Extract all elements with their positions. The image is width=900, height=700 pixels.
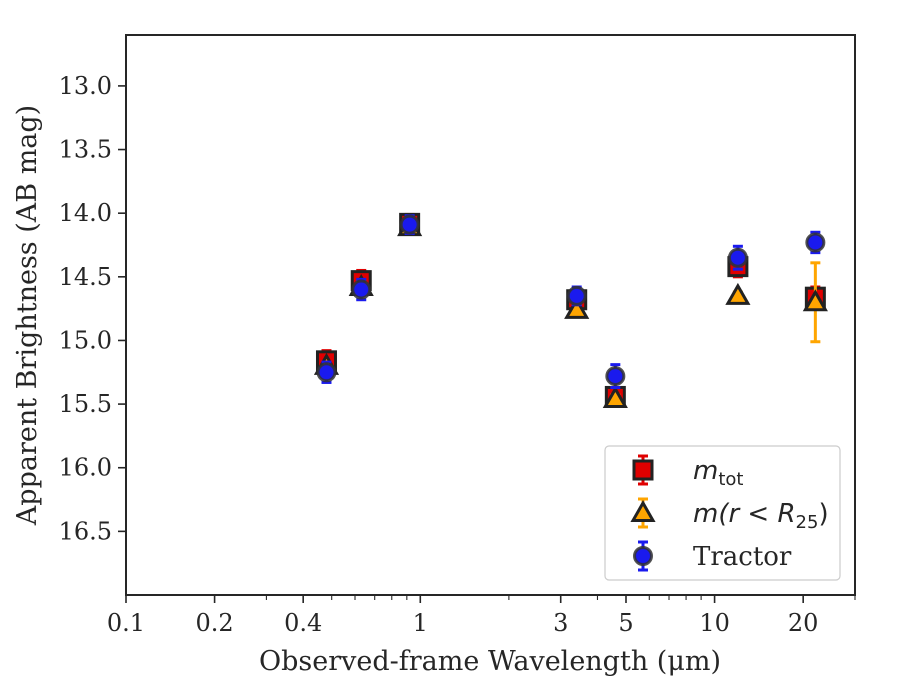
x-tick-label: 20 (788, 609, 819, 637)
legend-label: mtot (693, 456, 743, 490)
axes: 0.1 0.2 0.4 1 3 5 10 20 13.0 13.5 14.0 14.5 15.0 15.5… (59, 34, 856, 637)
series-circle (316, 214, 826, 390)
plot-area (313, 212, 828, 408)
y-tick-label: 13.0 (59, 72, 112, 100)
y-tick-label: 14.0 (59, 199, 112, 227)
y-tick-label: 15.5 (59, 390, 112, 418)
y-axis-label: Apparent Brightness (AB mag) (12, 105, 43, 526)
y-tick-label: 15.0 (59, 326, 112, 354)
plot-frame (125, 34, 856, 596)
data-point-circle (805, 232, 826, 253)
data-point-triangle (602, 385, 628, 408)
legend-box (604, 445, 841, 581)
y-tick-label: 16.5 (59, 517, 112, 545)
y-tick-label: 16.0 (59, 454, 112, 482)
x-tick-label: 0.2 (196, 609, 234, 637)
data-point-circle (727, 247, 748, 268)
legend-label: m(r < R25) (693, 499, 829, 533)
data-point-circle (351, 279, 372, 300)
legend-item: Tractor (633, 540, 792, 572)
data-point-circle (605, 366, 626, 387)
data-point-circle (399, 214, 420, 235)
x-tick-label: 1 (413, 609, 428, 637)
legend-marker-circle (633, 546, 653, 566)
legend-marker-triangle (630, 499, 656, 522)
legend-label: Tractor (693, 542, 792, 572)
x-tick-label: 5 (618, 609, 633, 637)
data-point-triangle (725, 282, 751, 305)
x-tick-label: 10 (699, 609, 730, 637)
y-tick-label: 13.5 (59, 136, 112, 164)
x-tick-label: 0.1 (107, 609, 145, 637)
data-point-circle (316, 362, 337, 383)
y-tick-label: 14.5 (59, 263, 112, 291)
data-point-circle (566, 285, 587, 306)
legend: mtot m(r < R25) Tractor (604, 445, 841, 581)
data-point-triangle (564, 296, 590, 319)
legend-item: mtot (632, 454, 743, 490)
legend-item: m(r < R25) (630, 497, 829, 533)
x-tick-label: 0.4 (284, 609, 322, 637)
series-triangle (313, 214, 828, 408)
x-axis-label: Observed-frame Wavelength (μm) (259, 646, 721, 677)
data-point-triangle (802, 289, 828, 312)
legend-marker-square (632, 459, 654, 481)
x-tick-label: 3 (553, 609, 568, 637)
